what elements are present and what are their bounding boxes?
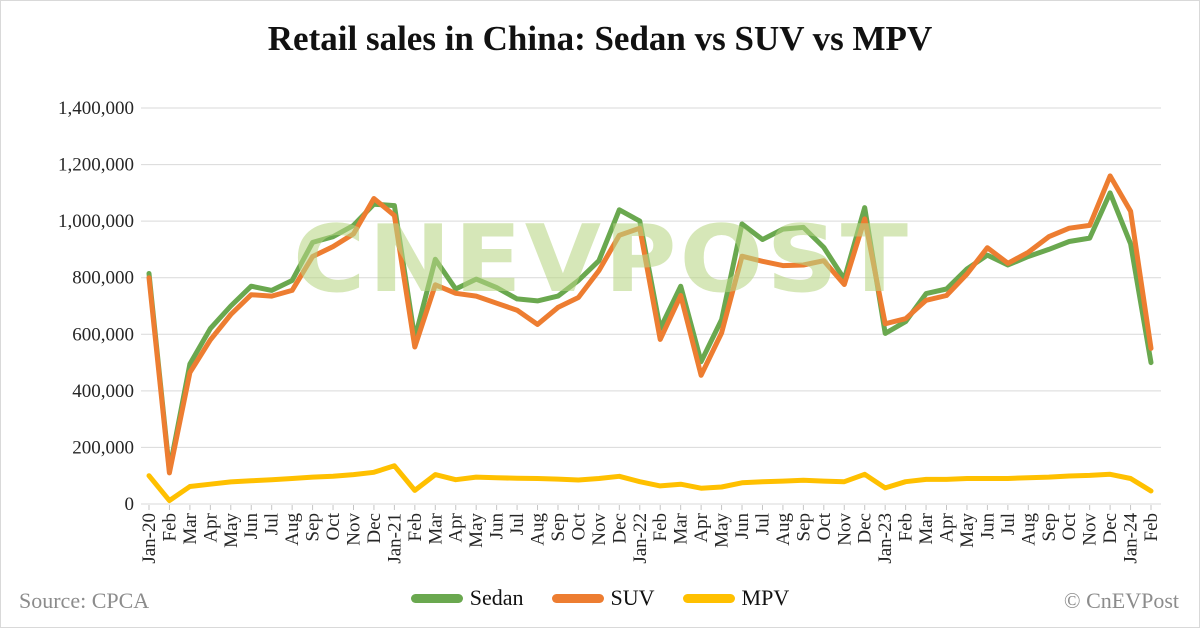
legend: Sedan SUV MPV [1,585,1199,611]
x-tick-label: Aug [773,513,794,546]
x-tick-label: Jul [998,513,1019,535]
x-tick-label: Dec [364,513,385,544]
x-tick-label: May [957,513,978,548]
x-tick-label: Oct [323,512,344,540]
x-tick-label: Nov [834,513,855,546]
legend-marker-suv [551,593,604,603]
x-tick-label: Jan-23 [875,513,896,564]
legend-label-mpv: MPV [741,585,790,610]
x-tick-label: Sep [548,513,569,542]
y-tick-label: 800,000 [72,268,134,289]
x-tick-label: Oct [814,512,835,540]
x-tick-label: Apr [691,512,712,542]
legend-item-suv: SUV [551,585,655,611]
chart-title: Retail sales in China: Sedan vs SUV vs M… [267,19,933,58]
x-tick-label: Jul [752,513,773,535]
x-tick-label: Jun [977,513,998,540]
x-tick-label: Nov [589,513,610,546]
series-line-suv [146,173,1154,476]
x-tick-label: Mar [916,512,937,544]
x-tick-label: Feb [650,513,671,542]
x-tick-label: May [221,513,242,548]
x-tick-label: Jan-24 [1121,513,1142,564]
x-tick-label: Jan-22 [630,513,651,564]
y-tick-label: 1,000,000 [58,211,134,232]
y-tick-label: 1,200,000 [58,155,134,176]
x-tick-label: Dec [855,513,876,544]
series-line-sedan [146,190,1154,473]
source-text: Source: CPCA [19,588,150,613]
x-tick-label: Nov [343,513,364,546]
x-tick-label: Mar [180,512,201,544]
x-tick-label: Feb [1141,513,1162,542]
x-tick-label: Feb [159,513,180,542]
legend-label-suv: SUV [610,585,655,610]
legend-marker-sedan [410,593,463,603]
legend-marker-mpv [682,593,735,603]
x-tick-label: Jul [507,513,528,535]
x-tick-label: Aug [282,513,303,546]
y-tick-label: 400,000 [72,381,134,402]
x-tick-label: Jan-21 [384,513,405,564]
legend-item-sedan: Sedan [410,585,524,611]
x-tick-label: Dec [1100,513,1121,544]
x-tick-label: Sep [1039,513,1060,542]
x-tick-label: Jun [732,513,753,540]
x-tick-label: Mar [425,512,446,544]
x-tick-label: May [466,513,487,548]
x-tick-label: Jun [487,513,508,540]
x-tick-label: Apr [446,512,467,542]
y-tick-label: 0 [125,494,135,515]
series-line-mpv [146,463,1154,504]
x-tick-label: Jun [241,513,262,540]
x-tick-label: Apr [937,512,958,542]
x-tick-label: Feb [896,513,917,542]
x-tick-label: May [712,513,733,548]
x-tick-label: Oct [568,512,589,540]
legend-label-sedan: Sedan [469,585,524,610]
y-tick-label: 600,000 [72,324,134,345]
copyright-text: © CnEVPost [1063,588,1179,613]
x-tick-label: Aug [528,513,549,546]
x-tick-label: Sep [303,513,324,542]
x-tick-label: Jul [262,513,283,535]
x-tick-label: Feb [405,513,426,542]
x-tick-label: Sep [793,513,814,542]
y-tick-label: 1,400,000 [58,98,134,119]
x-tick-label: Apr [200,512,221,542]
x-tick-label: Nov [1080,513,1101,546]
legend-item-mpv: MPV [682,585,790,611]
x-tick-label: Mar [671,512,692,544]
y-tick-label: 200,000 [72,437,134,458]
x-tick-label: Jan-20 [139,513,160,564]
x-tick-label: Aug [1018,513,1039,546]
x-tick-label: Oct [1059,512,1080,540]
x-tick-label: Dec [609,513,630,544]
